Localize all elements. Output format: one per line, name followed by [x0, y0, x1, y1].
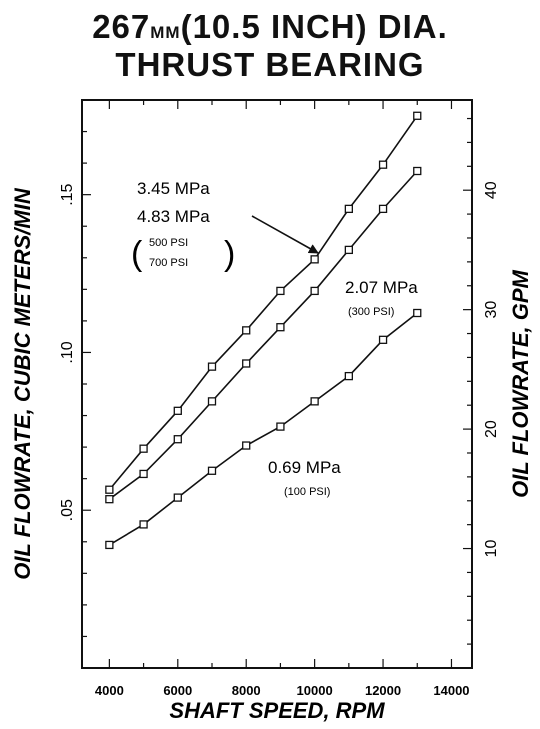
x-tick-label: 8000: [232, 683, 261, 698]
data-point: [344, 204, 353, 214]
y-right-axis-label: OIL FLOWRATE, GPM: [508, 269, 533, 497]
data-point: [276, 422, 285, 431]
annotation-paren-right: ): [224, 235, 235, 273]
data-point: [207, 362, 217, 371]
x-tick-labels: 4000 6000 8000 10000 12000 14000: [95, 683, 470, 698]
data-point: [276, 286, 285, 296]
data-point: [207, 397, 217, 406]
x-axis-label: SHAFT SPEED, RPM: [169, 698, 385, 723]
data-point: [344, 245, 353, 255]
annotation-upper-a: 3.45 MPa: [137, 179, 210, 198]
data-point: [173, 435, 182, 444]
data-point: [242, 359, 251, 368]
x-tick-label: 4000: [95, 683, 124, 698]
data-point: [173, 406, 182, 415]
data-point: [105, 485, 114, 494]
series-line-3: [108, 312, 418, 546]
data-point: [413, 166, 422, 176]
data-point: [139, 469, 148, 479]
annotation-mid: 2.07 MPa: [345, 278, 418, 297]
data-point: [139, 444, 148, 453]
y-left-tick-label: .15: [59, 183, 76, 205]
data-point: [413, 308, 422, 318]
data-point: [378, 335, 388, 344]
data-point: [139, 520, 148, 529]
y-left-tick-label: .05: [59, 499, 76, 521]
data-point: [310, 255, 319, 264]
data-point: [105, 495, 114, 504]
y-right-tick-label: 40: [483, 181, 500, 199]
annotation-low: 0.69 MPa: [268, 458, 341, 477]
y-left-tick-label: .10: [59, 341, 76, 363]
y-right-tick-label: 30: [483, 301, 500, 319]
data-point: [310, 286, 319, 296]
data-point: [207, 466, 217, 475]
annotation-paren-left: (: [131, 235, 143, 273]
chart-title-line1: 267MM(10.5 INCH) DIA.: [92, 8, 448, 45]
data-point: [344, 371, 353, 381]
data-point: [242, 441, 251, 450]
annotation-low-psi: (100 PSI): [284, 486, 330, 498]
series-line-1: [108, 115, 418, 491]
data-point: [276, 323, 285, 332]
annotation-mid-psi: (300 PSI): [348, 306, 394, 318]
x-tick-label: 6000: [163, 683, 192, 698]
y-left-tick-labels: .05 .10 .15: [59, 183, 76, 521]
data-point: [413, 111, 422, 120]
x-tick-label: 12000: [365, 683, 401, 698]
annotation-upper-psi-a: 500 PSI: [149, 237, 188, 249]
data-series: [105, 111, 422, 550]
annotation-upper-b: 4.83 MPa: [137, 207, 210, 226]
y-left-axis-label: OIL FLOWRATE, CUBIC METERS/MIN: [10, 187, 35, 580]
annotation-arrow: [251, 215, 319, 254]
data-point: [310, 397, 319, 406]
data-point: [173, 493, 182, 502]
data-point: [378, 204, 388, 214]
x-tick-label: 10000: [297, 683, 333, 698]
y-right-tick-labels: 10 20 30 40: [483, 181, 500, 557]
series-line-2: [108, 170, 418, 500]
x-tick-label: 14000: [433, 683, 469, 698]
chart-title-line2: THRUST BEARING: [115, 46, 425, 83]
data-point: [378, 160, 388, 169]
data-point: [242, 326, 251, 335]
data-point: [105, 540, 114, 550]
y-right-tick-label: 20: [483, 420, 500, 438]
axis-ticks: [82, 100, 472, 668]
y-right-tick-label: 10: [483, 540, 500, 558]
annotation-upper-psi-b: 700 PSI: [149, 257, 188, 269]
